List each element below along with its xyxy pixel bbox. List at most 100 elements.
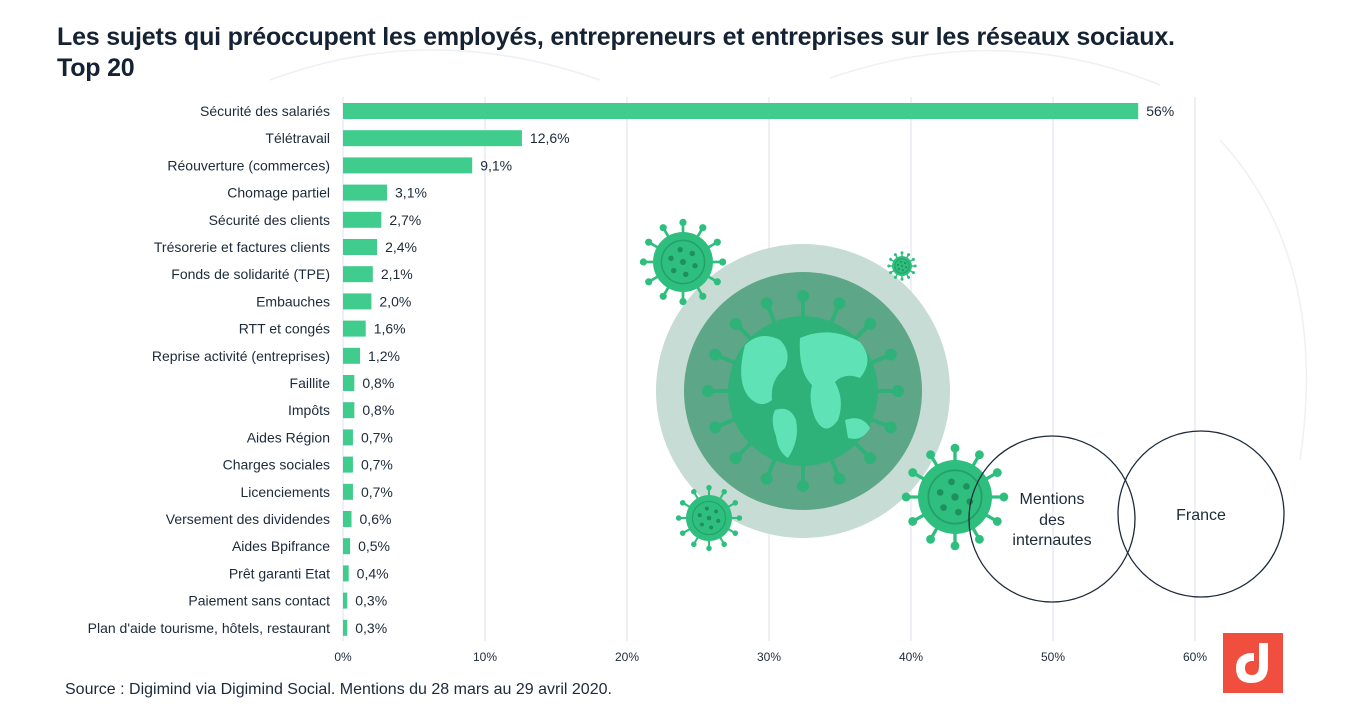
bar bbox=[343, 130, 522, 147]
value-label: 0,3% bbox=[355, 620, 387, 636]
bar bbox=[343, 456, 353, 473]
category-label: Paiement sans contact bbox=[188, 593, 330, 609]
venn-circle-france bbox=[1117, 430, 1285, 598]
category-label: Charges sociales bbox=[223, 457, 330, 473]
bar bbox=[343, 402, 355, 419]
category-label: Réouverture (commerces) bbox=[167, 157, 330, 173]
virus-icon bbox=[887, 251, 917, 281]
virus-spike-tip bbox=[797, 290, 809, 302]
virus-spike-tip bbox=[892, 385, 904, 397]
value-label: 0,5% bbox=[358, 538, 390, 554]
bars-layer: Sécurité des salariés 56% Télétravail 12,6%… bbox=[88, 103, 1174, 636]
virus-spike-tip bbox=[709, 348, 722, 361]
x-axis: 0% 10% 20% 30% 40% 50% 60% bbox=[334, 650, 1207, 664]
x-tick-label: 30% bbox=[757, 650, 781, 664]
venn-label-mentions-1: Mentions bbox=[1020, 491, 1085, 508]
category-label: Aides Région bbox=[247, 429, 330, 445]
value-label: 1,6% bbox=[374, 321, 406, 337]
bar bbox=[343, 565, 349, 582]
category-label: Chomage partiel bbox=[227, 185, 330, 201]
bar bbox=[343, 184, 388, 201]
virus-spike-tip bbox=[864, 317, 877, 330]
virus-spike-tip bbox=[702, 385, 714, 397]
category-label: Fonds de solidarité (TPE) bbox=[171, 266, 330, 282]
venn-diagram: Mentions des internautes France bbox=[968, 430, 1285, 603]
value-label: 2,1% bbox=[381, 266, 413, 282]
value-label: 2,0% bbox=[379, 293, 411, 309]
virus-icon bbox=[675, 484, 743, 552]
background-arcs bbox=[269, 49, 1308, 461]
category-label: Embauches bbox=[256, 293, 330, 309]
virus-spike-tip bbox=[729, 452, 742, 465]
category-label: Sécurité des clients bbox=[209, 212, 330, 228]
source-note: Source : Digimind via Digimind Social. M… bbox=[65, 681, 612, 698]
value-label: 0,7% bbox=[361, 484, 393, 500]
value-label: 3,1% bbox=[395, 185, 427, 201]
globe-illustration bbox=[656, 244, 950, 538]
category-label: Télétravail bbox=[265, 130, 330, 146]
category-label: Licenciements bbox=[241, 484, 331, 500]
value-label: 0,7% bbox=[361, 429, 393, 445]
x-tick-label: 50% bbox=[1041, 650, 1065, 664]
virus-icon bbox=[901, 443, 1009, 551]
virus-icons bbox=[639, 218, 1009, 552]
bar bbox=[343, 320, 366, 337]
bar bbox=[343, 375, 355, 391]
virus-spike-tip bbox=[833, 472, 846, 485]
bar bbox=[343, 239, 378, 255]
value-label: 2,7% bbox=[389, 212, 421, 228]
digimind-logo-icon bbox=[1223, 633, 1283, 693]
bar bbox=[343, 619, 348, 636]
bar bbox=[343, 538, 351, 555]
category-label: Impôts bbox=[288, 402, 330, 418]
x-tick-label: 10% bbox=[473, 650, 497, 664]
bar bbox=[343, 293, 372, 310]
bar bbox=[343, 103, 1139, 119]
virus-spike-tip bbox=[833, 297, 846, 310]
bar bbox=[343, 429, 353, 446]
category-label: RTT et congés bbox=[239, 321, 330, 337]
x-tick-label: 20% bbox=[615, 650, 639, 664]
bar bbox=[343, 511, 352, 527]
bar bbox=[343, 211, 382, 228]
category-label: Sécurité des salariés bbox=[200, 103, 330, 119]
value-label: 12,6% bbox=[530, 130, 570, 146]
bar bbox=[343, 592, 348, 609]
value-label: 0,8% bbox=[362, 375, 394, 391]
virus-spike-tip bbox=[760, 297, 773, 310]
venn-circle-mentions bbox=[968, 435, 1136, 603]
category-label: Prêt garanti Etat bbox=[229, 565, 330, 581]
value-label: 9,1% bbox=[480, 157, 512, 173]
bar bbox=[343, 347, 361, 364]
category-label: Versement des dividendes bbox=[166, 511, 330, 527]
venn-label-france: France bbox=[1176, 507, 1226, 524]
value-label: 0,8% bbox=[362, 402, 394, 418]
category-label: Reprise activité (entreprises) bbox=[152, 348, 330, 364]
virus-icon bbox=[639, 218, 727, 306]
bar bbox=[343, 266, 373, 283]
globe-continents bbox=[741, 332, 870, 458]
venn-label-mentions-3: internautes bbox=[1012, 532, 1091, 549]
virus-spike-tip bbox=[709, 421, 722, 434]
virus-spike-tip bbox=[884, 421, 897, 434]
virus-spike-tip bbox=[884, 348, 897, 361]
value-label: 0,4% bbox=[357, 565, 389, 581]
value-label: 2,4% bbox=[385, 239, 417, 255]
title-line-2: Top 20 bbox=[57, 54, 135, 82]
x-tick-label: 0% bbox=[334, 650, 352, 664]
category-label: Trésorerie et factures clients bbox=[154, 239, 330, 255]
value-label: 56% bbox=[1146, 103, 1174, 119]
bar bbox=[343, 157, 473, 174]
virus-spike-tip bbox=[760, 472, 773, 485]
value-label: 0,7% bbox=[361, 457, 393, 473]
virus-spike-tip bbox=[864, 452, 877, 465]
venn-label-mentions-2: des bbox=[1039, 512, 1065, 529]
x-tick-label: 60% bbox=[1183, 650, 1207, 664]
category-label: Aides Bpifrance bbox=[232, 538, 330, 554]
title-line-1: Les sujets qui préoccupent les employés,… bbox=[57, 23, 1175, 51]
category-label: Plan d'aide tourisme, hôtels, restaurant bbox=[88, 620, 330, 636]
category-label: Faillite bbox=[290, 375, 331, 391]
value-label: 1,2% bbox=[368, 348, 400, 364]
bar bbox=[343, 483, 353, 500]
